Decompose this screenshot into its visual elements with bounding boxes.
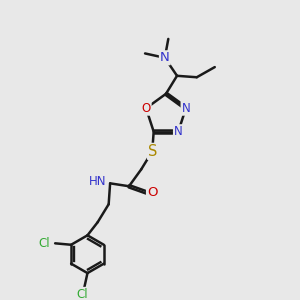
Text: S: S bbox=[148, 144, 158, 159]
Text: Cl: Cl bbox=[38, 237, 50, 250]
Text: O: O bbox=[142, 102, 151, 115]
Text: N: N bbox=[174, 125, 183, 138]
Text: O: O bbox=[147, 186, 158, 199]
Text: HN: HN bbox=[89, 176, 106, 188]
Text: N: N bbox=[160, 51, 170, 64]
Text: Cl: Cl bbox=[77, 288, 88, 300]
Text: N: N bbox=[182, 102, 190, 115]
